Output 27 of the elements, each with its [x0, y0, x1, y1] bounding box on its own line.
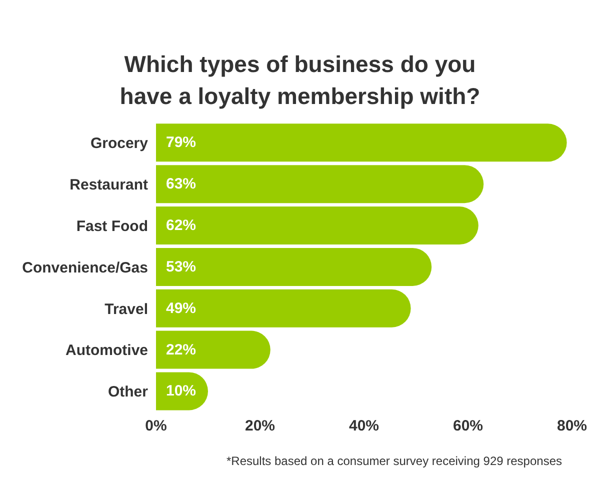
- data-label: 49%: [166, 300, 196, 317]
- x-tick-label: 40%: [348, 418, 380, 435]
- x-tick-label: 0%: [145, 418, 167, 435]
- text: *Results based on a consumer survey receiving 929 responses: [225, 454, 563, 468]
- y-tick-label: Convenience/Gas: [22, 259, 148, 276]
- x-tick-label: 80%: [556, 418, 588, 435]
- y-tick-label: Restaurant: [70, 176, 148, 194]
- x-tick-label: 20%: [244, 418, 276, 435]
- chart-title: Which types of business do you have a loyalty membership with?: [118, 50, 482, 111]
- data-label: 79%: [166, 134, 196, 152]
- data-label: 62%: [166, 217, 196, 234]
- y-tick-label: Grocery: [90, 135, 149, 152]
- bar: [156, 248, 432, 286]
- bar: [156, 206, 478, 245]
- bar: [156, 330, 270, 369]
- y-tick-label: Travel: [104, 300, 148, 318]
- y-tick-label: Automotive: [66, 342, 148, 360]
- y-tick-label: Other: [108, 384, 148, 401]
- y-tick-label: Fast Food: [76, 218, 148, 235]
- bar: [156, 165, 484, 204]
- bar: [156, 124, 567, 162]
- data-label: 22%: [166, 341, 196, 358]
- data-label: 10%: [166, 382, 196, 400]
- bar: [156, 289, 411, 328]
- x-tick-label: 60%: [452, 418, 484, 435]
- data-label: 63%: [166, 176, 196, 193]
- data-label: 53%: [166, 258, 196, 276]
